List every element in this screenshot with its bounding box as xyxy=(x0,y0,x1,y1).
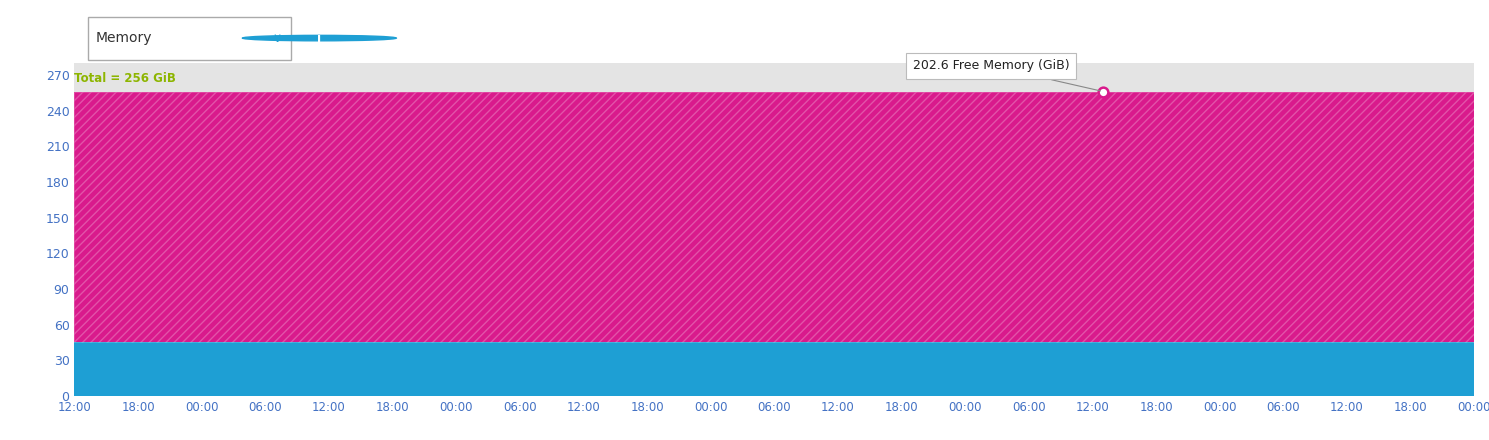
FancyBboxPatch shape xyxy=(88,17,292,60)
Text: 202.6 Free Memory (GiB): 202.6 Free Memory (GiB) xyxy=(913,59,1100,91)
Text: Memory: Memory xyxy=(95,31,152,45)
Circle shape xyxy=(243,35,396,41)
Text: i: i xyxy=(317,32,322,44)
Text: ∨: ∨ xyxy=(272,32,281,44)
Text: Total = 256 GiB: Total = 256 GiB xyxy=(74,72,176,85)
